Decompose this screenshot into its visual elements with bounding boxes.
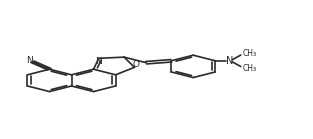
Text: N: N xyxy=(95,57,102,66)
Text: CH₃: CH₃ xyxy=(243,49,257,58)
Text: N: N xyxy=(27,56,33,65)
Text: CH₃: CH₃ xyxy=(243,64,257,73)
Text: N: N xyxy=(226,56,233,66)
Text: O: O xyxy=(132,60,140,69)
